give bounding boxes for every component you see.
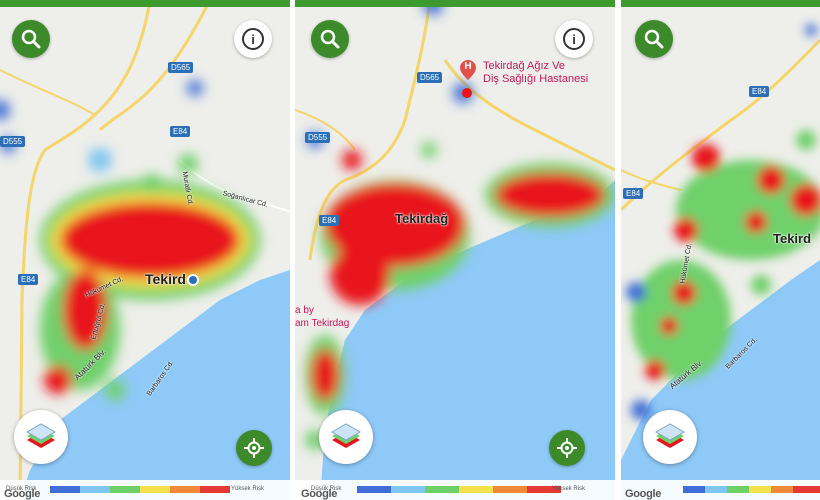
locate-icon [244,438,264,458]
road-d565 [98,0,212,132]
legend-high-label: Yüksek Risk [551,486,585,492]
legend-swatch [391,486,425,493]
search-button[interactable] [311,20,349,58]
legend-low-label: Düşük Risk [311,486,342,492]
road [295,109,356,151]
road-label: E84 [18,274,39,285]
road-label: E84 [319,215,340,226]
road-label: E84 [749,86,770,97]
search-icon [21,29,41,49]
legend-swatch [705,486,727,493]
heatmap-layer [626,24,820,420]
city-label: Tekird [145,271,186,287]
panel-divider [615,0,621,500]
risk-legend [621,480,820,500]
poi-label-line: a by [295,305,314,316]
legend-swatch [80,486,110,493]
legend-swatch [357,486,391,493]
legend-swatch [425,486,459,493]
sea-area [320,180,615,500]
legend-swatch [749,486,771,493]
partial-poi-label: a by am Tekirdag [295,304,349,330]
top-bar [295,0,615,7]
heatmap-layer [305,0,615,450]
hospital-pin[interactable]: H [460,60,476,80]
info-button[interactable]: i [234,20,272,58]
info-button[interactable]: i [555,20,593,58]
map-panel-3[interactable]: E84 E84 Tekird Atatürk Blv. Barbaros Cd.… [621,0,820,500]
legend-swatch [683,486,705,493]
road-e84 [621,38,820,212]
search-icon [320,29,340,49]
road-label: D555 [305,132,331,143]
legend-swatch [493,486,527,493]
road-label: D555 [0,136,26,147]
legend-swatch [170,486,200,493]
layers-button[interactable] [319,410,373,464]
map-panel-1[interactable]: D565 E84 E84 D555 Tekird Hükümet Cd. Ata… [0,0,290,500]
search-button[interactable] [12,20,50,58]
legend-swatch [459,486,493,493]
legend-swatch [110,486,140,493]
sea-area [20,270,290,500]
locate-button[interactable] [549,430,585,466]
city-label: Tekird [773,231,812,246]
road-soganlicar [179,159,290,213]
legend-swatch [527,486,561,493]
road-e84 [18,0,152,500]
search-button[interactable] [635,20,673,58]
risk-legend: Düşük Risk Yüksek Risk [295,480,615,500]
info-icon: i [563,28,585,50]
road-label: D565 [168,62,194,73]
info-icon: i [242,28,264,50]
hospital-pin-icon [460,60,476,80]
road-d555 [0,69,96,116]
legend-swatch [200,486,230,493]
legend-swatch [793,486,820,493]
map-layers-icon [654,423,686,448]
poi-label-line: am Tekirdag [295,318,350,329]
layers-button[interactable] [14,410,68,464]
road [621,169,682,191]
legend-swatch [50,486,80,493]
city-marker [187,274,199,286]
hospital-heat-dot [462,88,472,98]
map-canvas[interactable] [295,0,615,500]
panel-divider [290,0,295,500]
map-layers-icon [330,423,362,448]
locate-icon [557,438,577,458]
google-attribution: Google [301,488,338,500]
legend-high-label: Yüksek Risk [230,486,264,492]
legend-swatch [140,486,170,493]
locate-button[interactable] [236,430,272,466]
legend-swatch [727,486,749,493]
road-label: E84 [170,126,191,137]
top-bar [0,0,290,7]
map-panel-2[interactable]: D565 D555 E84 Tekirdağ H Tekirdağ Ağız V… [295,0,615,500]
google-attribution: Google [625,488,662,500]
road-label: E84 [623,188,644,199]
poi-label[interactable]: Tekirdağ Ağız Ve Diş Sağlığı Hastanesi [483,60,588,86]
risk-legend: Düşük Risk Yüksek Risk [0,480,290,500]
top-bar [621,0,820,7]
road-label: D565 [417,72,443,83]
legend-low-label: Düşük Risk [6,486,37,492]
city-label: Tekirdağ [395,211,449,226]
search-icon [644,29,664,49]
map-layers-icon [25,423,57,448]
poi-label-line: Tekirdağ Ağız Ve [483,60,565,72]
google-attribution: Google [4,488,41,500]
hospital-pin-letter: H [464,61,472,72]
road [308,0,432,261]
legend-swatch [771,486,793,493]
layers-button[interactable] [643,410,697,464]
poi-label-line: Diş Sağlığı Hastanesi [483,73,589,85]
